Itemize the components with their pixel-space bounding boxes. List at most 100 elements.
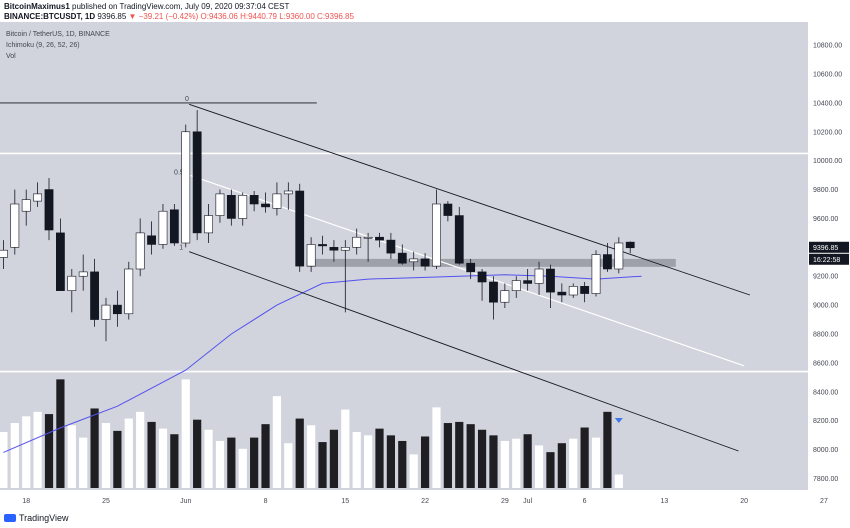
candle-body [78, 271, 88, 277]
candle-body [204, 215, 213, 234]
candle-body [112, 304, 122, 315]
candle-body [511, 280, 521, 291]
published-text: published on TradingView.com, July 09, 2… [72, 2, 290, 11]
tradingview-icon [4, 514, 16, 522]
volume-bar [250, 437, 259, 488]
candle-body [500, 290, 510, 303]
time-axis: 18 25 Jun 8 15 22 29 Jul 6 13 20 27 [22, 498, 828, 505]
volume-bar [557, 443, 566, 488]
volume-bar [147, 421, 156, 488]
time-tick-label: 20 [740, 498, 748, 505]
volume-bar [523, 434, 532, 488]
candle-body [318, 244, 327, 247]
countdown-label: 16:22:58 [813, 257, 840, 264]
candle-body [443, 203, 453, 216]
candle-body [591, 254, 601, 294]
tradingview-label: TradingView [19, 513, 69, 523]
candle-body [135, 232, 145, 270]
candle-body [568, 286, 578, 296]
price-tick-label: 8000.00 [813, 447, 838, 454]
volume-bar [591, 437, 601, 488]
fib-labels: 00.51 [174, 96, 189, 252]
candle-body [21, 199, 31, 212]
fib-level-label: 0 [185, 96, 189, 103]
candle-body [466, 262, 476, 273]
price-tick-label: 7800.00 [813, 476, 838, 483]
candle-body [386, 239, 396, 254]
candle-body [432, 203, 441, 267]
lower-channel-line [189, 251, 739, 452]
ohlc-values: O:9436.06 H:9440.79 L:9360.00 C:9396.85 [200, 12, 354, 21]
candle-body [534, 268, 544, 284]
candle-body [306, 244, 316, 267]
volume-bar [44, 414, 54, 488]
legend-ichimoku[interactable]: Ichimoku (9, 26, 52, 26) [6, 42, 80, 49]
time-tick-label: Jul [523, 498, 532, 505]
candle-body [420, 258, 430, 267]
candle-body [546, 268, 555, 293]
volume-bar [261, 424, 270, 488]
candle-body [454, 215, 464, 264]
upper-channel-line [189, 103, 751, 296]
volume-bar [569, 438, 578, 488]
legend-vol[interactable]: Vol [6, 53, 16, 60]
volume-bar [477, 429, 487, 488]
volume-bar [272, 396, 282, 488]
price-tick-label: 8800.00 [813, 332, 838, 339]
volume-bar [67, 425, 76, 488]
volume-bar [580, 427, 589, 488]
volume-bar [386, 435, 395, 488]
price-chart[interactable]: 00.51 7800.008000.008200.008400.008600.0… [0, 22, 850, 512]
last-price-tag [809, 241, 849, 253]
legend-pair: Bitcoin / TetherUS, 1D, BINANCE [6, 31, 110, 38]
volume-bar [409, 454, 418, 488]
volume-bar [363, 435, 373, 488]
publish-header: BitcoinMaximus1 published on TradingView… [0, 0, 850, 22]
countdown-tag [809, 253, 849, 265]
candle-body [557, 291, 567, 296]
price-tick-label: 10200.00 [813, 129, 842, 136]
candle-body [192, 131, 202, 234]
author-name[interactable]: BitcoinMaximus1 [4, 2, 70, 11]
price-tick-label: 10000.00 [813, 158, 842, 165]
candle-body [329, 247, 339, 251]
chart-legend: Bitcoin / TetherUS, 1D, BINANCE Ichimoku… [6, 31, 110, 60]
volume-bar [158, 428, 168, 488]
time-tick-label: 25 [102, 498, 110, 505]
volume-bar [546, 452, 555, 488]
candle-body [580, 286, 590, 294]
volume-bar [341, 409, 350, 488]
price-tick-label: 8200.00 [813, 418, 838, 425]
volume-bar [101, 423, 111, 488]
candle-body [33, 193, 43, 202]
volume-bar [170, 434, 179, 488]
price-tick-label: 8600.00 [813, 360, 838, 367]
volume-bar [215, 440, 225, 488]
candle-body [523, 280, 533, 284]
tradingview-logo[interactable]: TradingView [4, 513, 69, 523]
candle-body [55, 232, 65, 291]
last-price: 9396.85 [97, 12, 127, 21]
candle-body [340, 247, 350, 251]
volume-bar [136, 411, 145, 488]
volume-bar [181, 379, 190, 488]
candle-body [352, 236, 362, 248]
volume-bar [420, 436, 430, 488]
candle-body [261, 203, 270, 208]
price-tick-label: 10400.00 [813, 100, 842, 107]
candle-body [44, 189, 54, 231]
fib-level-label: 1 [179, 245, 183, 252]
candle-body [295, 190, 305, 267]
last-price-label: 9396.85 [813, 245, 838, 252]
candle-body [375, 236, 384, 241]
candle-body [0, 249, 8, 258]
candle-body [409, 258, 419, 263]
candle-body [158, 210, 168, 245]
volume-bar [500, 440, 509, 488]
volume-bar [79, 437, 88, 488]
volume-bar [284, 443, 293, 488]
candle-body [614, 242, 624, 270]
candle-body [283, 190, 293, 195]
volume-bar [238, 448, 247, 488]
time-tick-label: Jun [180, 498, 191, 505]
